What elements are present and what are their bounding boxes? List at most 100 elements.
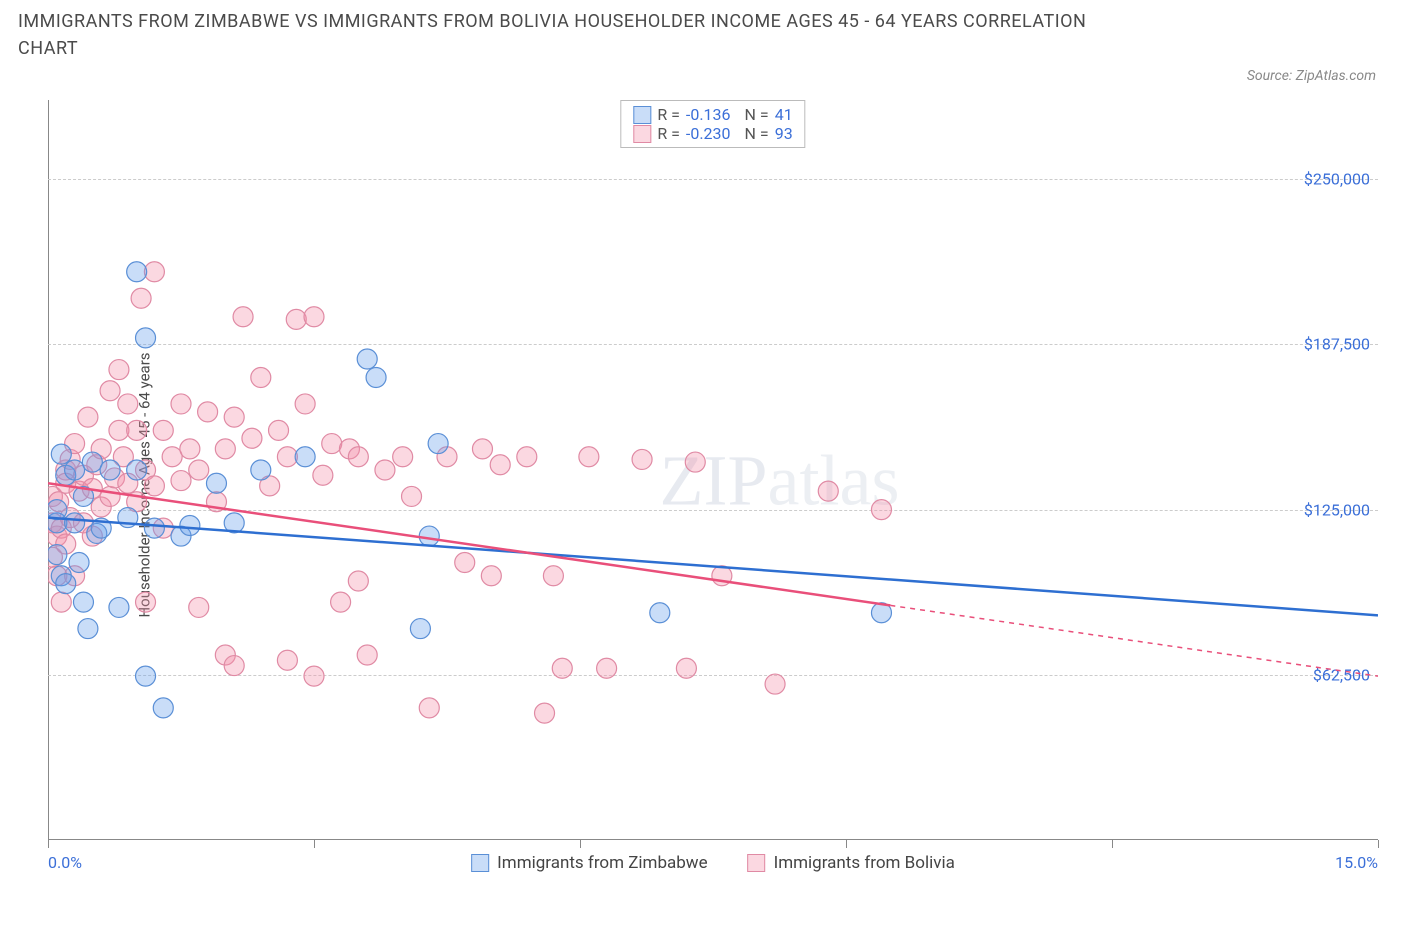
data-point-bolivia bbox=[109, 420, 129, 440]
data-point-bolivia bbox=[393, 447, 413, 467]
data-point-zimbabwe bbox=[56, 574, 76, 594]
data-point-bolivia bbox=[357, 645, 377, 665]
data-point-bolivia bbox=[153, 420, 173, 440]
data-point-bolivia bbox=[269, 420, 289, 440]
data-point-bolivia bbox=[348, 447, 368, 467]
data-point-bolivia bbox=[100, 381, 120, 401]
data-point-bolivia bbox=[871, 500, 891, 520]
swatch-zimbabwe bbox=[471, 854, 489, 872]
data-point-bolivia bbox=[295, 394, 315, 414]
data-point-bolivia bbox=[171, 471, 191, 491]
data-point-bolivia bbox=[144, 476, 164, 496]
data-point-zimbabwe bbox=[82, 452, 102, 472]
data-point-zimbabwe bbox=[410, 619, 430, 639]
trend-line-dashed-bolivia bbox=[890, 605, 1378, 676]
data-point-bolivia bbox=[490, 455, 510, 475]
x-max-label: 15.0% bbox=[1335, 853, 1378, 872]
data-point-bolivia bbox=[472, 439, 492, 459]
data-point-bolivia bbox=[348, 571, 368, 591]
chart-area: Householder Income Ages 45 - 64 years ZI… bbox=[48, 100, 1378, 870]
data-point-bolivia bbox=[100, 486, 120, 506]
data-point-bolivia bbox=[233, 307, 253, 327]
data-point-bolivia bbox=[419, 698, 439, 718]
r-label: R = bbox=[657, 105, 680, 124]
data-point-zimbabwe bbox=[357, 349, 377, 369]
data-point-zimbabwe bbox=[419, 526, 439, 546]
n-label: N = bbox=[745, 124, 769, 143]
legend-label-bolivia: Immigrants from Bolivia bbox=[774, 853, 955, 873]
data-point-zimbabwe bbox=[180, 516, 200, 536]
data-point-zimbabwe bbox=[127, 262, 147, 282]
data-point-bolivia bbox=[51, 592, 71, 612]
scatter-plot bbox=[48, 100, 1378, 840]
data-point-zimbabwe bbox=[153, 698, 173, 718]
chart-title: IMMIGRANTS FROM ZIMBABWE VS IMMIGRANTS F… bbox=[18, 8, 1118, 62]
data-point-bolivia bbox=[375, 460, 395, 480]
data-point-bolivia bbox=[277, 447, 297, 467]
stats-row-zimbabwe: R = -0.136 N = 41 bbox=[633, 105, 792, 124]
swatch-bolivia bbox=[633, 125, 651, 143]
data-point-bolivia bbox=[224, 656, 244, 676]
data-point-bolivia bbox=[127, 420, 147, 440]
data-point-zimbabwe bbox=[295, 447, 315, 467]
data-point-bolivia bbox=[579, 447, 599, 467]
data-point-zimbabwe bbox=[48, 545, 67, 565]
data-point-bolivia bbox=[131, 288, 151, 308]
n-value-bolivia: 93 bbox=[775, 124, 793, 143]
data-point-zimbabwe bbox=[136, 328, 156, 348]
data-point-bolivia bbox=[180, 439, 200, 459]
x-min-label: 0.0% bbox=[48, 853, 82, 872]
n-value-zimbabwe: 41 bbox=[775, 105, 793, 124]
data-point-bolivia bbox=[632, 449, 652, 469]
data-point-bolivia bbox=[162, 447, 182, 467]
data-point-bolivia bbox=[136, 592, 156, 612]
data-point-bolivia bbox=[304, 666, 324, 686]
data-point-bolivia bbox=[818, 481, 838, 501]
data-point-bolivia bbox=[535, 703, 555, 723]
data-point-bolivia bbox=[685, 452, 705, 472]
stats-legend: R = -0.136 N = 41 R = -0.230 N = 93 bbox=[620, 100, 805, 148]
data-point-bolivia bbox=[277, 650, 297, 670]
data-point-zimbabwe bbox=[100, 460, 120, 480]
swatch-bolivia bbox=[748, 854, 766, 872]
data-point-zimbabwe bbox=[69, 553, 89, 573]
data-point-bolivia bbox=[144, 262, 164, 282]
data-point-zimbabwe bbox=[136, 666, 156, 686]
data-point-bolivia bbox=[118, 394, 138, 414]
legend-item-bolivia: Immigrants from Bolivia bbox=[748, 853, 955, 873]
data-point-zimbabwe bbox=[206, 473, 226, 493]
trend-line-zimbabwe bbox=[48, 518, 1378, 616]
data-point-bolivia bbox=[543, 566, 563, 586]
data-point-zimbabwe bbox=[428, 434, 448, 454]
data-point-bolivia bbox=[171, 394, 191, 414]
n-label: N = bbox=[745, 105, 769, 124]
series-legend: Immigrants from Zimbabwe Immigrants from… bbox=[471, 853, 955, 873]
data-point-bolivia bbox=[313, 465, 333, 485]
data-point-bolivia bbox=[552, 658, 572, 678]
r-value-bolivia: -0.230 bbox=[686, 124, 731, 143]
data-point-bolivia bbox=[242, 428, 262, 448]
data-point-bolivia bbox=[331, 592, 351, 612]
data-point-bolivia bbox=[189, 460, 209, 480]
legend-label-zimbabwe: Immigrants from Zimbabwe bbox=[497, 853, 707, 873]
data-point-bolivia bbox=[198, 402, 218, 422]
data-point-bolivia bbox=[109, 360, 129, 380]
data-point-bolivia bbox=[676, 658, 696, 678]
data-point-zimbabwe bbox=[51, 444, 71, 464]
data-point-bolivia bbox=[251, 368, 271, 388]
data-point-zimbabwe bbox=[109, 597, 129, 617]
data-point-bolivia bbox=[597, 658, 617, 678]
data-point-zimbabwe bbox=[65, 513, 85, 533]
legend-item-zimbabwe: Immigrants from Zimbabwe bbox=[471, 853, 707, 873]
data-point-bolivia bbox=[189, 597, 209, 617]
source-attribution: Source: ZipAtlas.com bbox=[1247, 68, 1376, 84]
data-point-bolivia bbox=[286, 309, 306, 329]
r-value-zimbabwe: -0.136 bbox=[686, 105, 731, 124]
data-point-bolivia bbox=[765, 674, 785, 694]
data-point-bolivia bbox=[78, 407, 98, 427]
data-point-zimbabwe bbox=[650, 603, 670, 623]
data-point-zimbabwe bbox=[366, 368, 386, 388]
data-point-zimbabwe bbox=[78, 619, 98, 639]
data-point-zimbabwe bbox=[251, 460, 271, 480]
r-label: R = bbox=[657, 124, 680, 143]
